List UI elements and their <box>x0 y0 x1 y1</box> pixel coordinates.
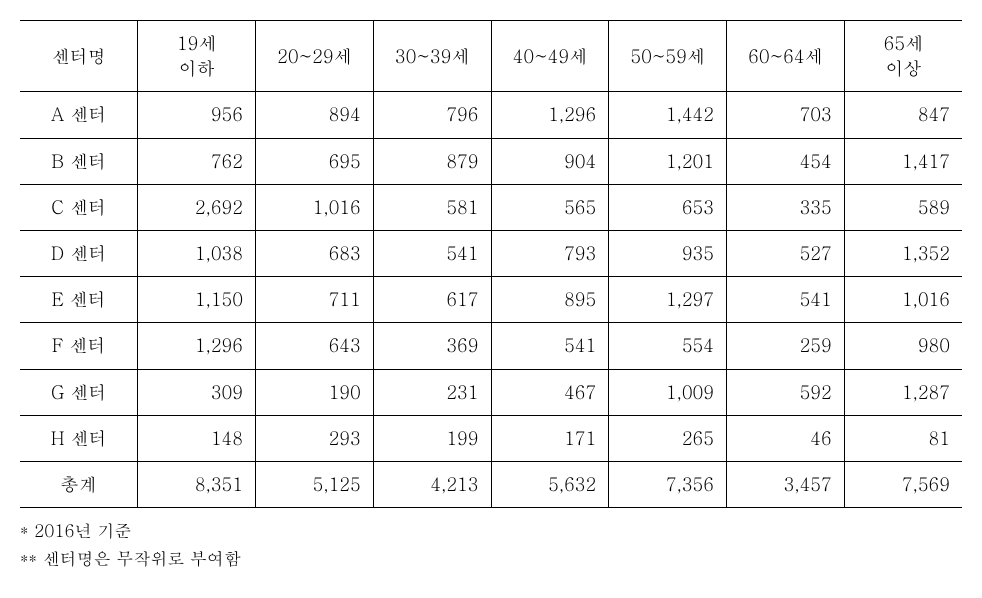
footnotes: * 2016년 기준 ** 센터명은 무작위로 부여함 <box>20 518 962 570</box>
table-row: D 센터1,0386835417939355271,352 <box>20 230 962 276</box>
table-row: F 센터1,296643369541554259980 <box>20 323 962 369</box>
col-header-0: 센터명 <box>20 21 138 92</box>
cell: 259 <box>727 323 845 369</box>
cell: 904 <box>491 138 609 184</box>
cell: 541 <box>373 230 491 276</box>
row-label: A 센터 <box>20 92 138 138</box>
cell: 541 <box>727 277 845 323</box>
cell: 1,296 <box>138 323 256 369</box>
cell: 1,352 <box>844 230 962 276</box>
footnote-2: ** 센터명은 무작위로 부여함 <box>20 546 962 570</box>
col-header-2: 20~29세 <box>256 21 374 92</box>
cell: 581 <box>373 184 491 230</box>
cell: 935 <box>609 230 727 276</box>
cell: 643 <box>256 323 374 369</box>
col-header-4: 40~49세 <box>491 21 609 92</box>
cell: 592 <box>727 369 845 415</box>
cell: 683 <box>256 230 374 276</box>
table-row: B 센터7626958799041,2014541,417 <box>20 138 962 184</box>
cell: 1,297 <box>609 277 727 323</box>
table-row: H 센터1482931991712654681 <box>20 415 962 461</box>
cell: 653 <box>609 184 727 230</box>
cell: 369 <box>373 323 491 369</box>
table-row: A 센터9568947961,2961,442703847 <box>20 92 962 138</box>
cell: 565 <box>491 184 609 230</box>
cell: 1,287 <box>844 369 962 415</box>
cell: 589 <box>844 184 962 230</box>
cell: 617 <box>373 277 491 323</box>
row-label: H 센터 <box>20 415 138 461</box>
cell: 7,356 <box>609 461 727 507</box>
cell: 847 <box>844 92 962 138</box>
cell: 711 <box>256 277 374 323</box>
row-label: E 센터 <box>20 277 138 323</box>
row-label: C 센터 <box>20 184 138 230</box>
cell: 1,201 <box>609 138 727 184</box>
cell: 1,442 <box>609 92 727 138</box>
cell: 527 <box>727 230 845 276</box>
age-group-table: 센터명19세이하20~29세30~39세40~49세50~59세60~64세65… <box>20 20 962 508</box>
cell: 956 <box>138 92 256 138</box>
cell: 199 <box>373 415 491 461</box>
cell: 171 <box>491 415 609 461</box>
col-header-1: 19세이하 <box>138 21 256 92</box>
row-label: G 센터 <box>20 369 138 415</box>
table-row: 총계8,3515,1254,2135,6327,3563,4577,569 <box>20 461 962 507</box>
cell: 4,213 <box>373 461 491 507</box>
table-row: C 센터2,6921,016581565653335589 <box>20 184 962 230</box>
row-label: B 센터 <box>20 138 138 184</box>
cell: 796 <box>373 92 491 138</box>
cell: 879 <box>373 138 491 184</box>
cell: 148 <box>138 415 256 461</box>
cell: 895 <box>491 277 609 323</box>
cell: 1,417 <box>844 138 962 184</box>
table-row: E 센터1,1507116178951,2975411,016 <box>20 277 962 323</box>
col-header-6: 60~64세 <box>727 21 845 92</box>
cell: 335 <box>727 184 845 230</box>
cell: 46 <box>727 415 845 461</box>
cell: 980 <box>844 323 962 369</box>
cell: 8,351 <box>138 461 256 507</box>
cell: 231 <box>373 369 491 415</box>
cell: 894 <box>256 92 374 138</box>
col-header-3: 30~39세 <box>373 21 491 92</box>
cell: 1,150 <box>138 277 256 323</box>
cell: 2,692 <box>138 184 256 230</box>
cell: 793 <box>491 230 609 276</box>
cell: 1,009 <box>609 369 727 415</box>
cell: 293 <box>256 415 374 461</box>
row-label: F 센터 <box>20 323 138 369</box>
cell: 762 <box>138 138 256 184</box>
cell: 554 <box>609 323 727 369</box>
cell: 1,296 <box>491 92 609 138</box>
cell: 5,632 <box>491 461 609 507</box>
cell: 81 <box>844 415 962 461</box>
footnote-1: * 2016년 기준 <box>20 518 962 542</box>
row-label: 총계 <box>20 461 138 507</box>
col-header-7: 65세이상 <box>844 21 962 92</box>
cell: 265 <box>609 415 727 461</box>
cell: 7,569 <box>844 461 962 507</box>
cell: 5,125 <box>256 461 374 507</box>
cell: 454 <box>727 138 845 184</box>
cell: 3,457 <box>727 461 845 507</box>
col-header-5: 50~59세 <box>609 21 727 92</box>
cell: 1,016 <box>844 277 962 323</box>
table-header-row: 센터명19세이하20~29세30~39세40~49세50~59세60~64세65… <box>20 21 962 92</box>
cell: 695 <box>256 138 374 184</box>
row-label: D 센터 <box>20 230 138 276</box>
cell: 467 <box>491 369 609 415</box>
cell: 1,038 <box>138 230 256 276</box>
cell: 309 <box>138 369 256 415</box>
cell: 190 <box>256 369 374 415</box>
cell: 541 <box>491 323 609 369</box>
cell: 703 <box>727 92 845 138</box>
table-row: G 센터3091902314671,0095921,287 <box>20 369 962 415</box>
cell: 1,016 <box>256 184 374 230</box>
